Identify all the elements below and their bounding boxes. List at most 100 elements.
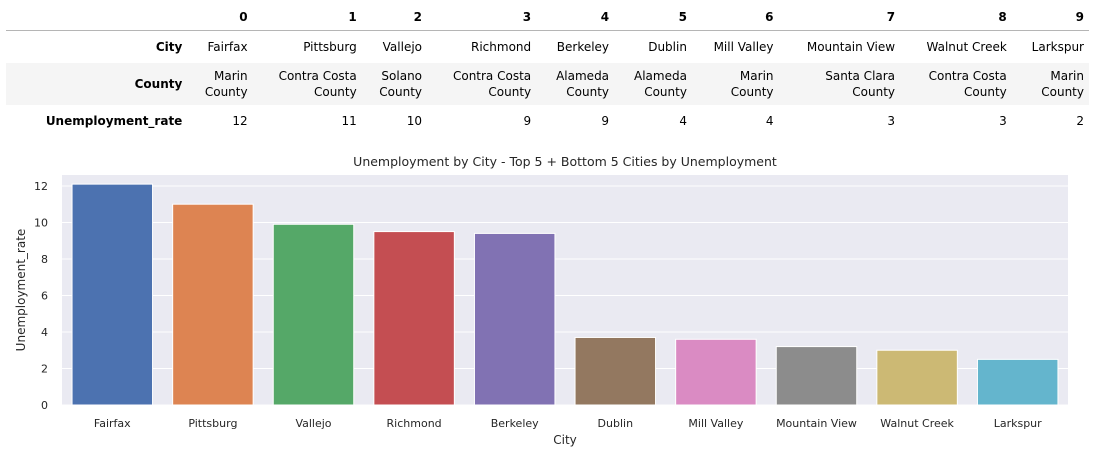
- table-row: Unemployment_rate 12 11 10 9 9 4 4 3 3 2: [6, 105, 1089, 137]
- x-tick-label: Dublin: [598, 417, 634, 430]
- y-tick-label: 6: [41, 289, 48, 302]
- table-cell: 4: [614, 105, 692, 137]
- table-cell: Contra Costa County: [900, 63, 1012, 105]
- table-cell: 2: [1012, 105, 1089, 137]
- cell-line: Walnut Creek: [926, 40, 1007, 54]
- bar-dublin: [574, 336, 657, 406]
- cell-line: Fairfax: [207, 40, 248, 54]
- cell-line: 9: [601, 114, 610, 128]
- table-cell: 10: [362, 105, 427, 137]
- table-cell: Alameda County: [536, 63, 614, 105]
- cell-line: 9: [523, 114, 532, 128]
- cell-line: Dublin: [648, 40, 687, 54]
- x-tick-label: Vallejo: [295, 417, 331, 430]
- y-tick-label: 8: [41, 253, 48, 266]
- table-cell: Contra Costa County: [427, 63, 536, 105]
- x-axis-ticks: Fairfax Pittsburg Vallejo Richmond Berkeley D…: [94, 417, 1042, 430]
- table-cell: Larkspur: [1012, 31, 1089, 64]
- cell-line: Marin: [1050, 69, 1084, 83]
- table-index-header: [6, 3, 188, 31]
- table-cell: Richmond: [427, 31, 536, 64]
- x-tick-label: Larkspur: [994, 417, 1042, 430]
- cell-line: County: [730, 85, 774, 99]
- cell-line: 2: [1076, 114, 1084, 128]
- cell-line: County: [313, 85, 357, 99]
- cell-line: County: [1041, 85, 1084, 99]
- bar-mill-valley: [675, 338, 757, 406]
- column-header-8: 8: [900, 3, 1012, 31]
- bar-richmond: [373, 231, 455, 406]
- cell-line: Berkeley: [556, 40, 610, 54]
- x-tick-label: Richmond: [387, 417, 442, 430]
- bar-mountain-view: [775, 346, 858, 406]
- table-cell: Vallejo: [362, 31, 427, 64]
- cell-line: 10: [406, 114, 423, 128]
- cell-line: Pittsburg: [303, 40, 357, 54]
- table-cell: Alameda County: [614, 63, 692, 105]
- y-tick-label: 4: [41, 326, 48, 339]
- row-label: City: [155, 40, 183, 54]
- cell-line: County: [488, 85, 532, 99]
- cell-line: Alameda: [634, 69, 687, 83]
- chart-title: Unemployment by City - Top 5 + Bottom 5 …: [353, 154, 777, 169]
- bar-pittsburg: [172, 203, 254, 406]
- table-row: City Fairfax Pittsburg Vallejo Richmond Berke…: [6, 31, 1089, 64]
- table-cell: 3: [900, 105, 1012, 137]
- y-tick-label: 12: [34, 180, 48, 193]
- cell-line: Marin: [739, 69, 774, 83]
- cell-line: 4: [679, 114, 687, 128]
- table-cell: 12: [187, 105, 252, 137]
- bar-larkspur: [976, 358, 1059, 406]
- y-tick-label: 10: [34, 216, 48, 229]
- cell-line: Richmond: [471, 40, 532, 54]
- y-axis-label: Unemployment_rate: [14, 229, 28, 352]
- cell-line: Santa Clara: [825, 69, 896, 83]
- cell-line: Contra Costa: [278, 69, 357, 83]
- table-cell: 3: [779, 105, 901, 137]
- table-cell: Walnut Creek: [900, 31, 1012, 64]
- y-axis-ticks: 0 2 4 6 8 10 12: [34, 180, 48, 412]
- bar-vallejo: [272, 223, 355, 406]
- cell-line: Contra Costa: [452, 69, 532, 83]
- column-header-6: 6: [691, 3, 779, 31]
- cell-line: Contra Costa: [928, 69, 1007, 83]
- table-cell: Mill Valley: [692, 31, 779, 64]
- column-header-1: 1: [252, 3, 362, 31]
- cell-line: 11: [341, 114, 357, 128]
- column-header-2: 2: [361, 3, 428, 31]
- table-cell: 9: [427, 105, 536, 137]
- table-cell: 9: [536, 105, 614, 137]
- table-cell: Berkeley: [536, 31, 614, 64]
- table-cell: 11: [253, 105, 362, 137]
- row-label: Unemployment_rate: [45, 114, 183, 128]
- table-cell: Solano County: [362, 63, 427, 105]
- unemployment-bar-chart: 0 2 4 6 8 10 12 Fairfax Pittsburg Vallejo Richmon…: [14, 154, 1068, 447]
- y-tick-label: 2: [41, 362, 48, 375]
- cell-line: County: [852, 85, 896, 99]
- cell-line: County: [379, 85, 423, 99]
- bar-berkeley: [473, 232, 556, 406]
- cell-line: Solano: [381, 69, 423, 83]
- cell-line: Mill Valley: [713, 40, 774, 54]
- table-cell: Dublin: [614, 31, 692, 64]
- table-row: County Marin County Contra Costa County Solan…: [6, 63, 1089, 105]
- cell-line: 3: [887, 114, 896, 128]
- table-cell: Contra Costa County: [253, 63, 362, 105]
- cell-line: 4: [765, 114, 774, 128]
- y-tick-label: 0: [41, 399, 48, 412]
- column-header-0: 0: [187, 3, 253, 31]
- x-tick-label: Fairfax: [94, 417, 131, 430]
- table-cell: Pittsburg: [253, 31, 362, 64]
- row-label: County: [134, 77, 183, 91]
- table-cell: Santa Clara County: [779, 63, 901, 105]
- column-header-9: 9: [1011, 3, 1089, 31]
- column-header-3: 3: [427, 3, 537, 31]
- x-tick-label: Walnut Creek: [880, 417, 954, 430]
- column-header-7: 7: [778, 3, 901, 31]
- bars: [71, 183, 1059, 406]
- bar-walnut-creek: [876, 349, 958, 406]
- table-cell: Marin County: [187, 63, 252, 105]
- bar-fairfax: [71, 183, 154, 406]
